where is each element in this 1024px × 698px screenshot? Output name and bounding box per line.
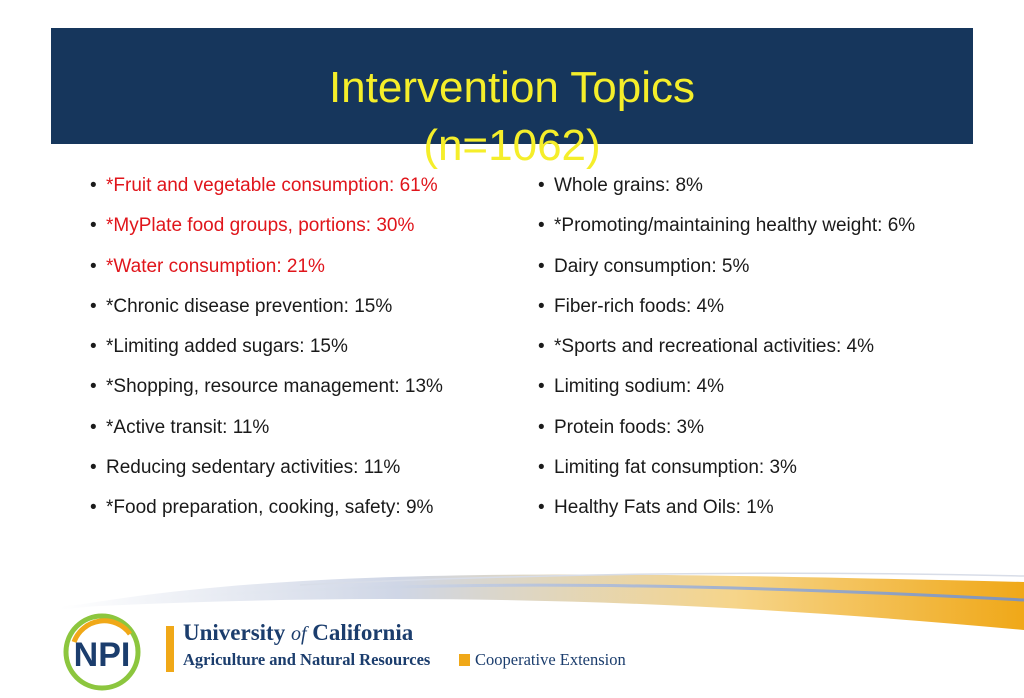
topic-item: • Limiting fat consumption: 3% [538,453,968,493]
bullet-icon: • [538,416,545,438]
topic-item: • Dairy consumption: 5% [538,252,968,292]
topic-item: • *Limiting added sugars: 15% [90,332,520,372]
uc-division: Agriculture and Natural Resources [183,650,431,669]
slide-title: Intervention Topics [328,63,696,112]
topic-item: • Protein foods: 3% [538,413,968,453]
topic-text: Reducing sedentary activities: 11% [106,457,401,479]
bullet-icon: • [538,457,545,479]
topics-left-column: • *Fruit and vegetable consumption: 61% • *… [90,171,520,534]
topic-text: Fiber-rich foods: 4% [554,295,725,317]
bullet-icon: • [90,255,97,277]
topic-text: *Water consumption: 21% [106,255,325,277]
cooperative-extension-label: Cooperative Extension [475,650,626,669]
topic-text: Protein foods: 3% [554,416,704,438]
topic-item: • *Water consumption: 21% [90,252,520,292]
topic-item: • Limiting sodium: 4% [538,372,968,412]
slide-subtitle: (n=1062) [423,121,601,170]
topic-text: *Food preparation, cooking, safety: 9% [106,497,434,519]
bullet-icon: • [538,497,545,519]
bullet-icon: • [538,336,545,358]
topic-item: • *Food preparation, cooking, safety: 9% [90,493,520,533]
topic-item: • *MyPlate food groups, portions: 30% [90,211,520,251]
bullet-icon: • [538,295,545,317]
bullet-icon: • [90,215,97,237]
topic-text: *MyPlate food groups, portions: 30% [106,215,415,237]
topic-item: • *Active transit: 11% [90,413,520,453]
topic-item: • *Fruit and vegetable consumption: 61% [90,171,520,211]
topic-text: *Active transit: 11% [106,416,270,438]
topic-text: *Limiting added sugars: 15% [106,336,348,358]
title-banner: Intervention Topics (n=1062) [51,28,973,170]
uc-logo-bar [166,626,174,672]
bullet-icon: • [90,295,97,317]
bullet-icon: • [538,175,545,196]
bullet-icon: • [90,416,97,438]
bullet-icon: • [90,376,97,398]
topic-item: • *Shopping, resource management: 13% [90,372,520,412]
topic-text: Dairy consumption: 5% [554,255,750,277]
topic-text: *Shopping, resource management: 13% [106,376,443,398]
decorative-swoosh [59,572,1024,630]
topic-item: • *Sports and recreational activities: 4% [538,332,968,372]
topic-text: Limiting fat consumption: 3% [554,457,797,479]
topic-item: • Whole grains: 8% [538,171,968,211]
topic-item: • Reducing sedentary activities: 11% [90,453,520,493]
topic-item: • Healthy Fats and Oils: 1% [538,493,968,533]
topic-text: *Fruit and vegetable consumption: 61% [106,175,438,196]
uc-name-of: of [290,623,307,645]
topic-text: *Chronic disease prevention: 15% [106,295,393,317]
topic-item: • *Promoting/maintaining healthy weight: … [538,211,968,251]
npi-logo-text: NPI [74,636,131,674]
topic-item: • Fiber-rich foods: 4% [538,292,968,332]
topic-item: • *Chronic disease prevention: 15% [90,292,520,332]
topic-text: Whole grains: 8% [554,175,703,196]
npi-logo: NPI [63,613,141,691]
topic-text: Healthy Fats and Oils: 1% [554,497,774,519]
bullet-icon: • [90,457,97,479]
uc-name-part2: California [306,620,414,645]
bullet-icon: • [90,175,97,196]
topic-text: *Sports and recreational activities: 4% [554,336,874,358]
bullet-icon: • [90,497,97,519]
uc-name-part1: University [183,620,291,645]
bullet-icon: • [538,376,545,398]
uc-name: University of California [183,620,413,646]
topics-right-column: • Whole grains: 8% • *Promoting/maintaining… [538,171,968,534]
topic-text: *Promoting/maintaining healthy weight: 6… [554,215,916,237]
bullet-icon: • [538,255,545,277]
bullet-icon: • [538,215,545,237]
bullet-icon: • [90,336,97,358]
ce-square-icon [459,654,470,666]
topic-text: Limiting sodium: 4% [554,376,725,398]
